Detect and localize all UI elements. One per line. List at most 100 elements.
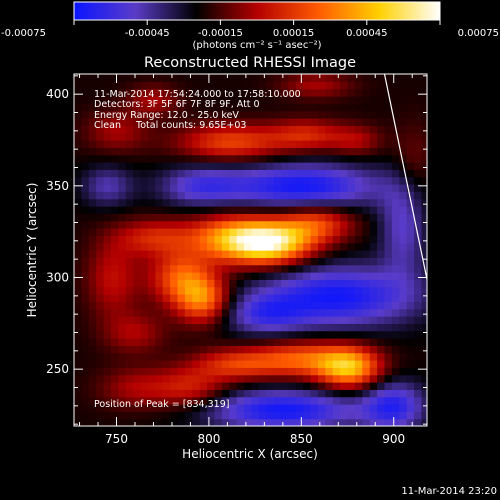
heatmap-cell <box>162 308 171 317</box>
heatmap-cell <box>199 154 208 163</box>
heatmap-cell <box>170 110 179 119</box>
heatmap-cell <box>303 257 312 266</box>
heatmap-cell <box>184 404 193 412</box>
heatmap-cell <box>340 191 349 200</box>
heatmap-cell <box>74 176 82 185</box>
heatmap-cell <box>303 81 312 90</box>
heatmap-cell <box>88 191 97 200</box>
heatmap-cell <box>399 228 408 236</box>
heatmap-cell <box>103 411 112 420</box>
heatmap-cell <box>184 96 193 104</box>
heatmap-cell <box>310 184 319 192</box>
heatmap-cell <box>192 125 201 134</box>
heatmap-cell <box>103 418 112 426</box>
heatmap-cell <box>340 294 349 302</box>
heatmap-cell <box>347 308 356 317</box>
heatmap-cell <box>184 286 193 295</box>
heatmap-cell <box>147 191 156 200</box>
heatmap-cell <box>354 198 363 207</box>
heatmap-cell <box>236 418 245 426</box>
heatmap-cell <box>295 257 304 266</box>
heatmap-cell <box>221 74 230 82</box>
heatmap-cell <box>421 118 427 126</box>
heatmap-cell <box>118 110 127 119</box>
heatmap-cell <box>421 132 427 141</box>
heatmap-cell <box>399 191 408 200</box>
heatmap-cell <box>251 264 260 273</box>
heatmap-cell <box>110 396 119 405</box>
heatmap-cell <box>110 286 119 295</box>
heatmap-cell <box>414 330 423 339</box>
heatmap-cell <box>207 308 216 317</box>
heatmap-cell <box>103 294 112 302</box>
heatmap-cell <box>421 279 427 288</box>
heatmap-cell <box>273 103 282 112</box>
heatmap-cell <box>170 242 179 251</box>
heatmap-cell <box>421 294 427 302</box>
heatmap-cell <box>81 257 90 266</box>
heatmap-cell <box>207 191 216 200</box>
heatmap-cell <box>170 272 179 280</box>
heatmap-cell <box>369 301 378 310</box>
heatmap-cell <box>325 228 334 236</box>
heatmap-cell <box>96 301 105 310</box>
heatmap-cell <box>369 184 378 192</box>
heatmap-cell <box>258 389 267 398</box>
heatmap-cell <box>199 396 208 405</box>
heatmap-cell <box>110 257 119 266</box>
heatmap-cell <box>118 382 127 390</box>
heatmap-cell <box>170 147 179 156</box>
heatmap-cell <box>140 242 149 251</box>
heatmap-cell <box>295 96 304 104</box>
heatmap-cell <box>236 147 245 156</box>
heatmap-cell <box>354 418 363 426</box>
heatmap-cell <box>199 198 208 207</box>
heatmap-cell <box>303 374 312 383</box>
heatmap-cell <box>192 338 201 346</box>
heatmap-cell <box>295 191 304 200</box>
heatmap-cell <box>236 286 245 295</box>
heatmap-cell <box>362 323 371 332</box>
heatmap-cell <box>310 169 319 178</box>
heatmap-cell <box>280 206 289 214</box>
heatmap-cell <box>362 250 371 258</box>
heatmap-cell <box>369 250 378 258</box>
heatmap-cell <box>406 140 415 148</box>
heatmap-cell <box>88 140 97 148</box>
heatmap-cell <box>155 316 164 324</box>
heatmap-cell <box>258 206 267 214</box>
heatmap-cell <box>303 286 312 295</box>
heatmap-cell <box>192 213 201 222</box>
heatmap-cell <box>325 279 334 288</box>
heatmap-cell <box>74 396 82 405</box>
heatmap-cell <box>258 294 267 302</box>
heatmap-cell <box>421 367 427 376</box>
heatmap-cell <box>170 316 179 324</box>
heatmap-cell <box>192 404 201 412</box>
heatmap-cell <box>347 272 356 280</box>
heatmap-cell <box>244 330 253 339</box>
heatmap-cell <box>399 110 408 119</box>
heatmap-cell <box>391 374 400 383</box>
heatmap-cell <box>236 404 245 412</box>
heatmap-cell <box>133 308 142 317</box>
heatmap-cell <box>362 360 371 368</box>
heatmap-cell <box>317 81 326 90</box>
heatmap-cell <box>133 338 142 346</box>
heatmap-cell <box>155 411 164 420</box>
heatmap-cell <box>192 140 201 148</box>
heatmap-cell <box>214 360 223 368</box>
heatmap-cell <box>88 345 97 354</box>
heatmap-cell <box>207 88 216 97</box>
heatmap-cell <box>88 147 97 156</box>
heatmap-cell <box>362 191 371 200</box>
heatmap-cell <box>81 345 90 354</box>
heatmap-cell <box>384 389 393 398</box>
heatmap-cell <box>229 294 238 302</box>
heatmap-cell <box>236 301 245 310</box>
heatmap-cell <box>133 162 142 170</box>
heatmap-cell <box>354 316 363 324</box>
heatmap-cell <box>214 103 223 112</box>
heatmap-cell <box>244 213 253 222</box>
heatmap-cell <box>414 132 423 141</box>
